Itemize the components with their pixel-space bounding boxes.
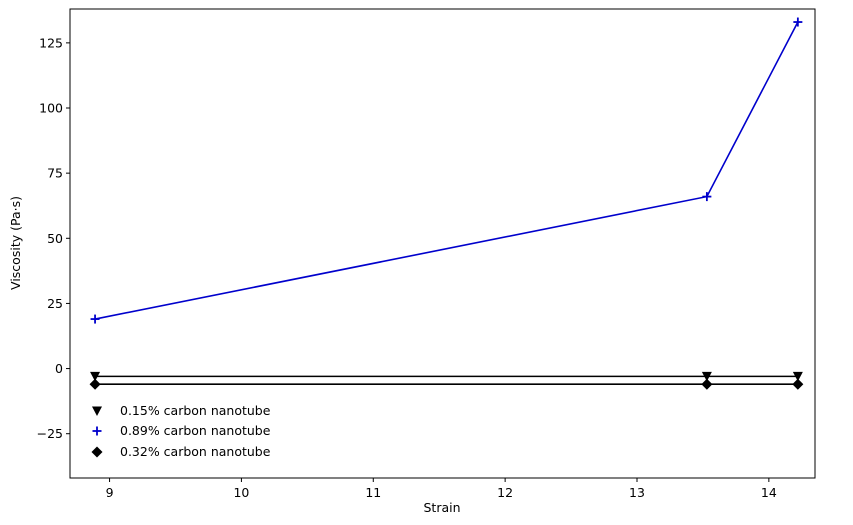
y-axis-ticks: −25 0 25 50 75 100 125 (37, 35, 70, 441)
legend-entry-1: 0.89% carbon nanotube (92, 423, 271, 438)
plot-markers (89, 17, 804, 390)
legend-marker-shape-0 (92, 406, 102, 416)
y-tick-label-6: 125 (39, 35, 63, 50)
y-axis-label: Viscosity (Pa·s) (8, 196, 23, 290)
legend-marker-triangle-down-icon (92, 406, 102, 416)
x-tick-label-3: 12 (497, 485, 513, 500)
data-point-1-2 (793, 17, 803, 27)
legend-marker-diamond-icon (91, 446, 103, 458)
y-tick-label-3: 50 (47, 231, 63, 246)
y-tick-label-1: 0 (55, 361, 63, 376)
y-tick-label-2: 25 (47, 296, 63, 311)
legend-marker-shape-2 (91, 446, 103, 458)
data-point-2-2 (792, 378, 804, 390)
plot-area-frame (69, 8, 816, 479)
y-tick-label-5: 100 (39, 101, 63, 116)
data-point-0-2 (792, 371, 803, 382)
series-line-1 (94, 21, 799, 320)
data-point-2-0 (89, 378, 101, 390)
x-tick-label-5: 14 (761, 485, 777, 500)
legend-label-0: 0.15% carbon nanotube (120, 403, 271, 418)
legend-label-2: 0.32% carbon nanotube (120, 444, 271, 459)
x-tick-label-2: 11 (365, 485, 381, 500)
y-tick-label-0: −25 (37, 426, 63, 441)
x-tick-label-1: 10 (233, 485, 249, 500)
x-tick-label-0: 9 (106, 485, 114, 500)
data-point-0-1 (701, 371, 712, 382)
data-point-2-1 (701, 378, 713, 390)
y-tick-label-4: 75 (47, 166, 63, 181)
x-axis-label: Strain (423, 500, 460, 515)
data-point-1-1 (702, 192, 712, 202)
legend-marker-plus-icon (92, 426, 102, 436)
plot-lines (94, 21, 799, 386)
data-point-1-0 (90, 314, 100, 324)
data-point-0-0 (90, 371, 101, 382)
legend: 0.15% carbon nanotube 0.89% carbon nanot… (91, 403, 271, 459)
legend-marker-shape-1 (92, 426, 102, 436)
x-tick-label-4: 13 (629, 485, 645, 500)
legend-entry-0: 0.15% carbon nanotube (92, 403, 271, 418)
x-axis-ticks: 9 10 11 12 13 14 (106, 478, 777, 500)
legend-entry-2: 0.32% carbon nanotube (91, 444, 271, 459)
legend-label-1: 0.89% carbon nanotube (120, 423, 271, 438)
